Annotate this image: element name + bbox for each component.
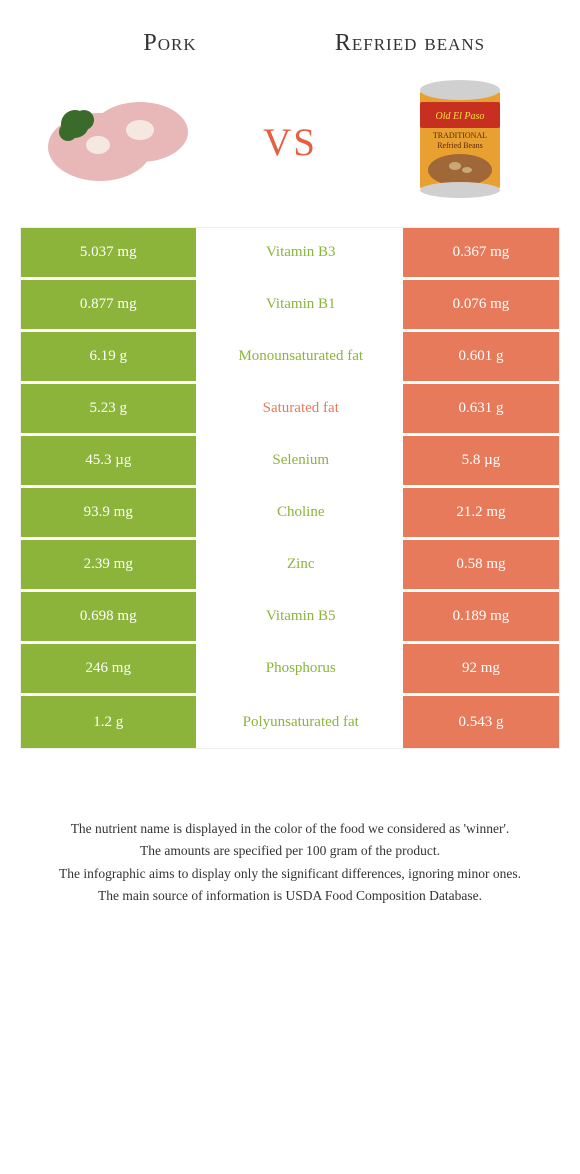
footnote-line: The main source of information is USDA F… (40, 886, 540, 906)
footnotes: The nutrient name is displayed in the co… (20, 819, 560, 906)
nutrient-row: 0.698 mgVitamin B50.189 mg (21, 592, 559, 644)
left-value: 0.877 mg (21, 280, 199, 329)
right-value: 92 mg (403, 644, 559, 693)
nutrient-row: 246 mgPhosphorus92 mg (21, 644, 559, 696)
nutrient-row: 5.037 mgVitamin B30.367 mg (21, 228, 559, 280)
left-value: 0.698 mg (21, 592, 199, 641)
left-value: 1.2 g (21, 696, 199, 748)
vs-label: vs (263, 105, 317, 169)
nutrient-label: Choline (199, 488, 403, 537)
left-value: 6.19 g (21, 332, 199, 381)
nutrient-label: Phosphorus (199, 644, 403, 693)
footnote-line: The nutrient name is displayed in the co… (40, 819, 540, 839)
nutrient-row: 93.9 mgCholine21.2 mg (21, 488, 559, 540)
left-food-title: Pork (50, 30, 290, 57)
right-value: 0.367 mg (403, 228, 559, 277)
header: Pork Refried beans (20, 20, 560, 77)
left-food-image (40, 77, 200, 197)
right-value: 0.076 mg (403, 280, 559, 329)
comparison-table: 5.037 mgVitamin B30.367 mg0.877 mgVitami… (20, 227, 560, 749)
left-value: 246 mg (21, 644, 199, 693)
nutrient-row: 6.19 gMonounsaturated fat0.601 g (21, 332, 559, 384)
nutrient-row: 5.23 gSaturated fat0.631 g (21, 384, 559, 436)
right-value: 0.601 g (403, 332, 559, 381)
nutrient-row: 2.39 mgZinc0.58 mg (21, 540, 559, 592)
nutrient-row: 0.877 mgVitamin B10.076 mg (21, 280, 559, 332)
right-food-image: Old El Paso TRADITIONAL Refried Beans (380, 77, 540, 197)
right-value: 0.543 g (403, 696, 559, 748)
nutrient-label: Saturated fat (199, 384, 403, 433)
right-value: 0.631 g (403, 384, 559, 433)
left-value: 2.39 mg (21, 540, 199, 589)
nutrient-label: Vitamin B5 (199, 592, 403, 641)
images-row: vs Old El Paso TRADITIONAL Refried Beans (20, 77, 560, 227)
left-value: 45.3 µg (21, 436, 199, 485)
nutrient-label: Vitamin B1 (199, 280, 403, 329)
right-value: 5.8 µg (403, 436, 559, 485)
left-value: 5.037 mg (21, 228, 199, 277)
nutrient-row: 45.3 µgSelenium5.8 µg (21, 436, 559, 488)
nutrient-label: Vitamin B3 (199, 228, 403, 277)
nutrient-label: Zinc (199, 540, 403, 589)
svg-text:Old El Paso: Old El Paso (436, 111, 485, 122)
nutrient-label: Monounsaturated fat (199, 332, 403, 381)
nutrient-row: 1.2 gPolyunsaturated fat0.543 g (21, 696, 559, 748)
right-value: 0.189 mg (403, 592, 559, 641)
nutrient-label: Polyunsaturated fat (199, 696, 403, 748)
right-value: 21.2 mg (403, 488, 559, 537)
svg-text:Refried Beans: Refried Beans (437, 141, 483, 150)
left-value: 5.23 g (21, 384, 199, 433)
right-value: 0.58 mg (403, 540, 559, 589)
right-food-title: Refried beans (290, 30, 530, 56)
nutrient-label: Selenium (199, 436, 403, 485)
left-value: 93.9 mg (21, 488, 199, 537)
footnote-line: The infographic aims to display only the… (40, 864, 540, 884)
svg-text:TRADITIONAL: TRADITIONAL (433, 131, 487, 140)
footnote-line: The amounts are specified per 100 gram o… (40, 841, 540, 861)
